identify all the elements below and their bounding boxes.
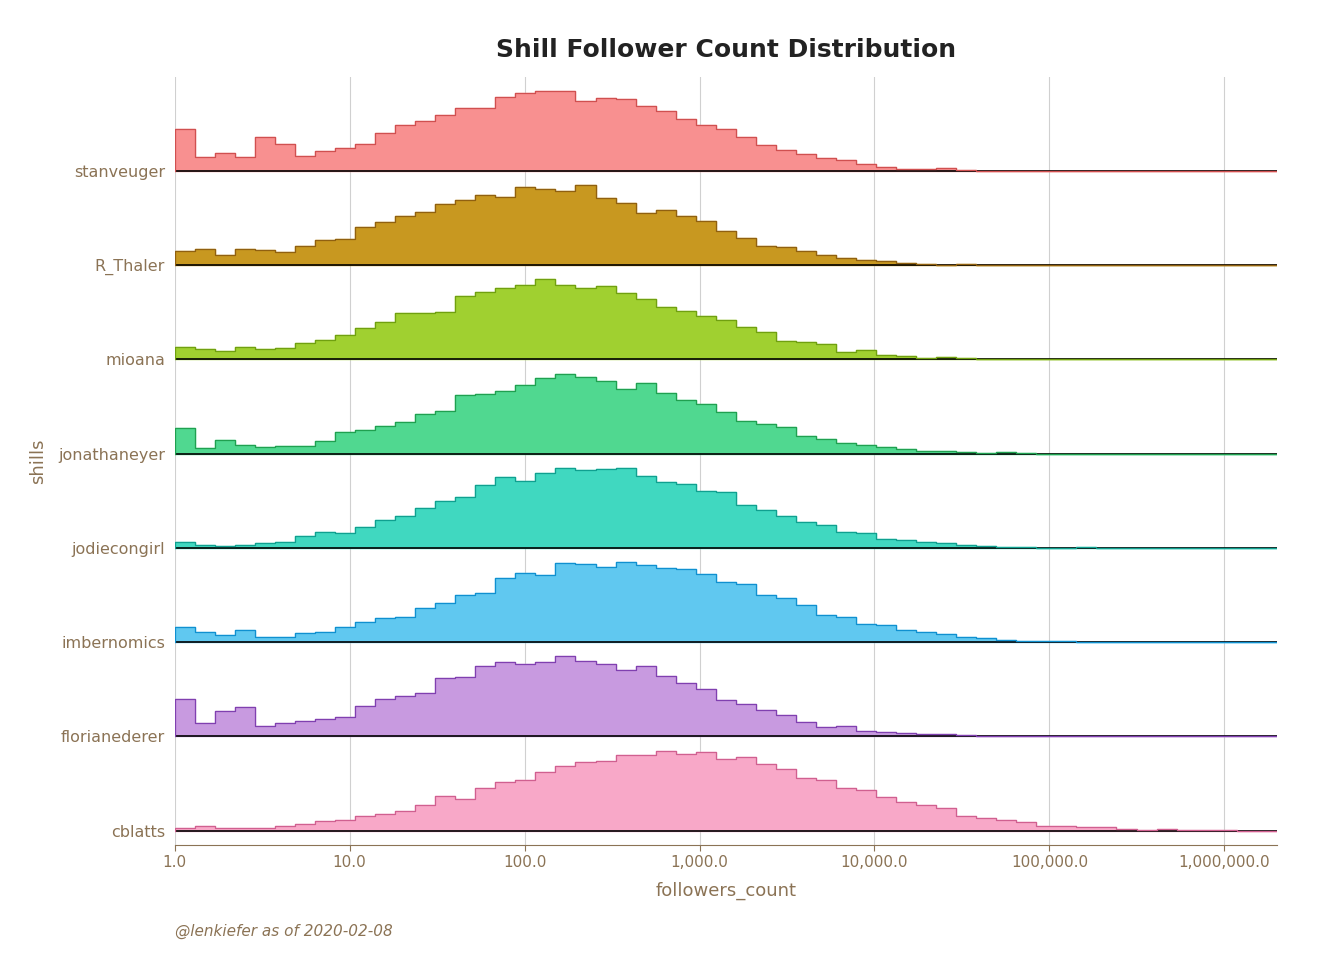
Polygon shape xyxy=(175,657,1277,736)
Polygon shape xyxy=(175,751,1277,830)
Polygon shape xyxy=(175,373,1277,454)
Text: @lenkiefer as of 2020-02-08: @lenkiefer as of 2020-02-08 xyxy=(175,924,392,939)
Y-axis label: shills: shills xyxy=(28,438,47,484)
Polygon shape xyxy=(175,279,1277,359)
Polygon shape xyxy=(175,185,1277,265)
Title: Shill Follower Count Distribution: Shill Follower Count Distribution xyxy=(496,38,956,62)
X-axis label: followers_count: followers_count xyxy=(656,881,796,900)
Polygon shape xyxy=(175,91,1277,171)
Polygon shape xyxy=(175,468,1277,548)
Polygon shape xyxy=(175,563,1277,642)
